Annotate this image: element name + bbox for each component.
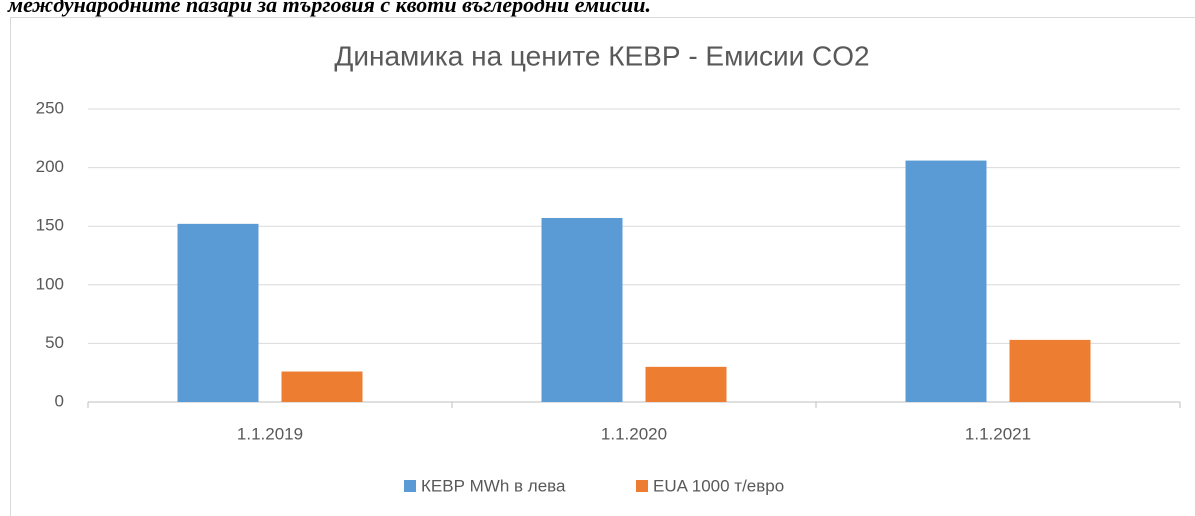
y-tick-label: 150 <box>36 216 64 235</box>
y-tick-label: 100 <box>36 274 64 293</box>
y-tick-label: 200 <box>36 157 64 176</box>
legend-swatch <box>404 480 416 492</box>
x-tick-label: 1.1.2019 <box>237 424 303 443</box>
legend-swatch <box>636 480 648 492</box>
bar <box>177 223 259 402</box>
y-tick-label: 0 <box>55 391 64 410</box>
bar <box>645 366 727 402</box>
bar <box>905 160 987 402</box>
bar <box>541 217 623 402</box>
legend-label: EUA 1000 т/евро <box>653 476 784 495</box>
caption: международните пазари за търговия с квот… <box>7 0 651 17</box>
y-tick-label: 250 <box>36 98 64 117</box>
legend-label: КЕВР MWh в лева <box>421 476 566 495</box>
bar <box>281 371 363 402</box>
chart-title: Динамика на цените КЕВР - Емисии CO2 <box>334 40 869 71</box>
x-tick-label: 1.1.2020 <box>601 424 667 443</box>
y-tick-label: 50 <box>45 333 64 352</box>
bar <box>1009 339 1091 402</box>
x-tick-label: 1.1.2021 <box>965 424 1031 443</box>
